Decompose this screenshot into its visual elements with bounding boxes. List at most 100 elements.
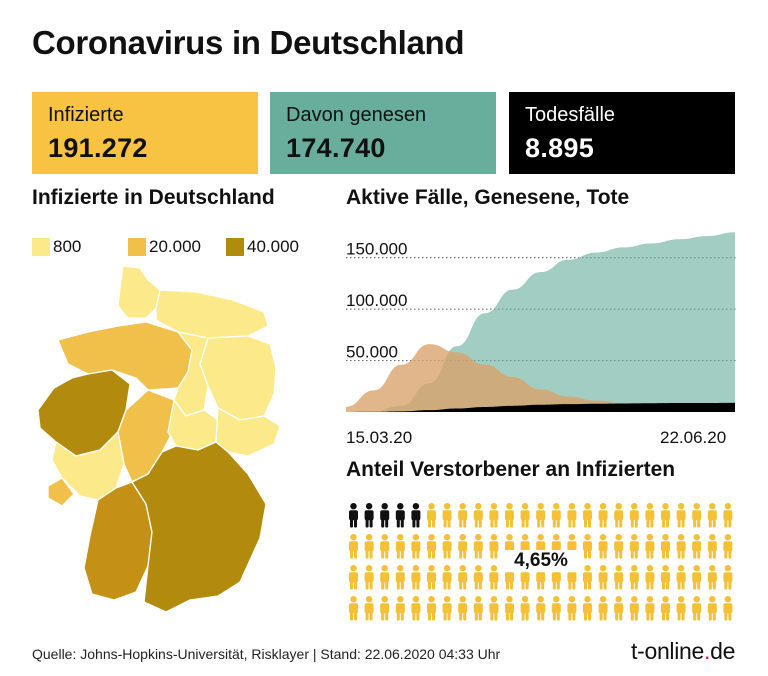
- person-icon: [583, 565, 592, 590]
- person-icon: [676, 596, 686, 621]
- person-icon: [442, 596, 452, 621]
- y-tick-label: 150.000: [346, 240, 407, 259]
- person-icon: [614, 503, 624, 528]
- person-icon-deceased: [349, 503, 358, 528]
- person-icon: [629, 534, 639, 559]
- person-icon: [442, 534, 452, 559]
- page-title: Coronavirus in Deutschland: [32, 24, 465, 61]
- person-icon: [676, 503, 686, 528]
- todesfaelle-card: Todesfälle 8.895: [509, 92, 735, 174]
- legend-swatch-high: [226, 238, 244, 256]
- person-icon: [645, 596, 655, 621]
- legend-swatch-mid: [128, 238, 146, 256]
- source-note: Quelle: Johns-Hopkins-Universität, Riskl…: [32, 646, 501, 662]
- area-chart: 50.000 100.000 150.000: [346, 232, 736, 412]
- person-icon-deceased: [411, 503, 421, 528]
- brand-dot: .: [704, 638, 711, 664]
- person-icon: [427, 534, 436, 559]
- legend-label-high: 40.000: [247, 237, 299, 256]
- person-icon: [551, 503, 561, 528]
- y-tick-label: 100.000: [346, 291, 407, 310]
- person-icon: [707, 565, 717, 590]
- person-icon: [707, 534, 717, 559]
- person-icon: [489, 565, 499, 590]
- person-icon: [723, 534, 733, 559]
- x-tick-start: 15.03.20: [346, 428, 413, 447]
- person-icon: [598, 534, 608, 559]
- person-icon: [364, 534, 374, 559]
- brand-logo: t-online.de: [631, 638, 735, 665]
- map-heading: Infizierte in Deutschland: [32, 186, 275, 209]
- infizierte-card: Infizierte 191.272: [32, 92, 258, 174]
- region-brandenburg: [199, 335, 277, 421]
- person-icon: [661, 565, 670, 590]
- person-icon: [598, 596, 608, 621]
- person-icon: [427, 503, 436, 528]
- infizierte-value: 191.272: [48, 133, 148, 163]
- todesfaelle-label: Todesfälle: [525, 104, 616, 126]
- person-icon-deceased: [364, 503, 374, 528]
- person-icon: [395, 596, 405, 621]
- person-icon: [536, 503, 546, 528]
- person-icon: [661, 503, 670, 528]
- person-icon: [536, 596, 546, 621]
- person-icon-deceased: [395, 503, 405, 528]
- person-icon: [411, 565, 421, 590]
- region-saarland: [47, 477, 75, 507]
- area-chart-title: Aktive Fälle, Genesene, Tote: [346, 186, 630, 209]
- person-icon: [614, 565, 624, 590]
- person-icon: [707, 596, 717, 621]
- person-icon: [723, 565, 733, 590]
- person-icon: [489, 503, 499, 528]
- person-icon: [505, 596, 514, 621]
- person-icon: [692, 565, 702, 590]
- infizierte-label: Infizierte: [48, 104, 124, 126]
- people-pictogram: [349, 503, 733, 621]
- person-icon: [473, 596, 483, 621]
- area-series-aktive: [346, 344, 735, 412]
- person-icon: [661, 534, 670, 559]
- person-icon: [505, 503, 514, 528]
- map-legend-item-high: 40.000: [226, 237, 299, 257]
- person-icon: [723, 503, 733, 528]
- person-icon: [598, 565, 608, 590]
- person-icon: [473, 534, 483, 559]
- map-legend-item-low: 800: [32, 237, 81, 257]
- person-icon: [520, 503, 530, 528]
- person-icon: [349, 534, 358, 559]
- person-icon: [614, 534, 624, 559]
- person-icon: [676, 534, 686, 559]
- percentage-label: 4,65%: [498, 550, 584, 572]
- person-icon: [458, 565, 468, 590]
- person-icon: [629, 503, 639, 528]
- person-icon: [380, 596, 390, 621]
- person-icon: [442, 503, 452, 528]
- person-icon: [676, 565, 686, 590]
- person-icon: [707, 503, 717, 528]
- person-icon: [364, 565, 374, 590]
- person-icon: [661, 596, 670, 621]
- legend-label-mid: 20.000: [149, 237, 201, 256]
- person-icon: [458, 596, 468, 621]
- person-icon: [427, 565, 436, 590]
- person-icon: [411, 534, 421, 559]
- todesfaelle-value: 8.895: [525, 133, 595, 163]
- person-icon: [629, 596, 639, 621]
- person-icon: [583, 596, 592, 621]
- genesen-label: Davon genesen: [286, 104, 427, 126]
- person-icon: [583, 503, 592, 528]
- brand-tld: de: [710, 638, 736, 664]
- person-icon: [520, 596, 530, 621]
- person-icon: [614, 596, 624, 621]
- person-icon: [411, 596, 421, 621]
- y-tick-label: 50.000: [346, 343, 398, 362]
- legend-label-low: 800: [53, 237, 82, 256]
- person-icon: [692, 503, 702, 528]
- person-icon: [395, 534, 405, 559]
- person-icon: [473, 503, 483, 528]
- person-icon: [567, 596, 577, 621]
- person-icon: [645, 534, 655, 559]
- person-icon: [598, 503, 608, 528]
- person-icon: [692, 596, 702, 621]
- person-icon: [458, 534, 468, 559]
